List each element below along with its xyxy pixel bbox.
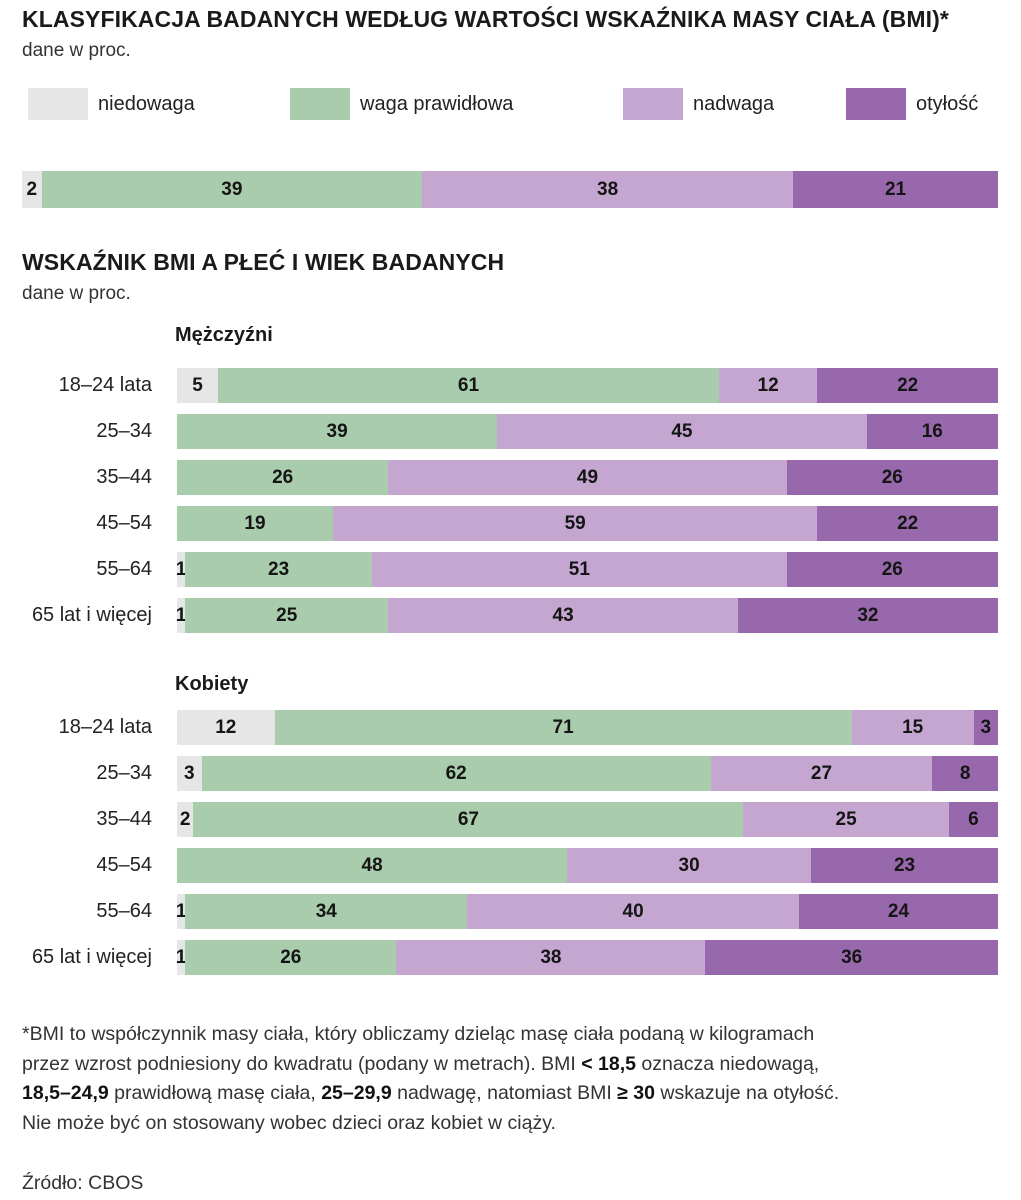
footnote-bold: ≥ 30 xyxy=(617,1082,655,1104)
source: Źródło: CBOS xyxy=(22,1172,144,1194)
bar-segment-nadwaga: 40 xyxy=(467,894,799,929)
legend-label-otylosc: otyłość xyxy=(916,92,979,115)
footnote-text: nadwagę, natomiast BMI xyxy=(391,1082,618,1104)
footnote-text: prawidłową masę ciała, xyxy=(108,1082,322,1104)
legend-swatch-waga-prawidlowa xyxy=(290,88,350,120)
bar-segment-otylosc: 8 xyxy=(932,756,998,791)
footnote-bold: 18,5–24,9 xyxy=(22,1082,109,1104)
footnote-bold: < 18,5 xyxy=(581,1052,637,1075)
bar-segment-waga-prawidlowa: 71 xyxy=(274,710,852,745)
legend-swatch-otylosc xyxy=(846,88,906,120)
bar-segment-nadwaga: 15 xyxy=(851,710,974,745)
row-label: 65 lat i więcej xyxy=(31,604,152,626)
bar-segment-otylosc: 22 xyxy=(817,506,998,541)
bar-segment-otylosc: 36 xyxy=(705,940,998,975)
bar-segment-otylosc: 32 xyxy=(737,598,998,633)
legend-label-niedowaga: niedowaga xyxy=(98,92,195,115)
legend-swatch-nadwaga xyxy=(623,88,683,120)
row-label: 55–64 xyxy=(96,900,152,922)
row-label: 25–34 xyxy=(96,420,152,442)
footnote-text: przez wzrost podniesiony do kwadratu (po… xyxy=(22,1052,582,1075)
legend-item-waga-prawidlowa: waga prawidłowa xyxy=(290,86,513,122)
bar-segment-waga-prawidlowa: 19 xyxy=(177,506,333,541)
row-label: 18–24 lata xyxy=(58,374,152,396)
bar-segment-nadwaga: 30 xyxy=(567,848,812,883)
bar-segment-waga-prawidlowa: 25 xyxy=(185,598,389,633)
section-title: WSKAŹNIK BMI A PŁEĆ I WIEK BADANYCH xyxy=(22,249,505,275)
section-subtitle: dane w proc. xyxy=(22,283,131,304)
bar-segment-otylosc: 3 xyxy=(973,710,998,745)
bar-segment-otylosc: 22 xyxy=(817,368,998,403)
bar-segment-waga-prawidlowa: 39 xyxy=(41,171,423,208)
legend-label-waga-prawidlowa: waga prawidłowa xyxy=(360,92,514,115)
footnote-bold: 25–29,9 xyxy=(321,1082,392,1104)
group-label-men: Mężczyźni xyxy=(175,324,273,346)
footnote-line-1: *BMI to współczynnik masy ciała, który o… xyxy=(22,1023,815,1045)
bar-segment-nadwaga: 51 xyxy=(372,552,787,587)
row-label: 25–34 xyxy=(96,762,152,784)
footnote-text: oznacza niedowagą, xyxy=(636,1052,820,1075)
footnote-line-2: przez wzrost podniesiony do kwadratu (po… xyxy=(22,1050,1007,1080)
bar-segment-waga-prawidlowa: 67 xyxy=(193,802,744,837)
legend-item-otylosc: otyłość xyxy=(846,86,978,122)
bar-segment-niedowaga: 1 xyxy=(176,598,186,633)
group-label-women: Kobiety xyxy=(175,673,249,695)
chart-title: KLASYFIKACJA BADANYCH WEDŁUG WARTOŚCI WS… xyxy=(22,6,949,32)
bar-segment-otylosc: 26 xyxy=(786,460,998,495)
bar-segment-nadwaga: 12 xyxy=(718,368,818,403)
bar-segment-otylosc: 6 xyxy=(948,802,998,837)
row-label: 35–44 xyxy=(96,808,152,830)
bar-segment-nadwaga: 27 xyxy=(710,756,933,791)
bar-segment-niedowaga: 5 xyxy=(177,368,219,403)
bar-segment-nadwaga: 49 xyxy=(388,460,787,495)
footnote-text: wskazuje na otyłość. xyxy=(654,1082,840,1104)
bar-segment-nadwaga: 38 xyxy=(396,940,706,975)
chart-subtitle: dane w proc. xyxy=(22,40,131,61)
bar-segment-otylosc: 26 xyxy=(786,552,998,587)
bar-segment-waga-prawidlowa: 26 xyxy=(185,940,397,975)
legend-item-niedowaga: niedowaga xyxy=(28,86,195,122)
row-label: 45–54 xyxy=(96,854,152,876)
bar-segment-otylosc: 24 xyxy=(798,894,998,929)
bar-segment-waga-prawidlowa: 62 xyxy=(201,756,711,791)
row-label: 45–54 xyxy=(96,512,152,534)
legend-item-nadwaga: nadwaga xyxy=(623,86,774,122)
bar-segment-nadwaga: 25 xyxy=(743,802,949,837)
bar-segment-niedowaga: 2 xyxy=(22,171,42,208)
bar-segment-niedowaga: 1 xyxy=(176,552,186,587)
row-label: 35–44 xyxy=(96,466,152,488)
bar-segment-otylosc: 21 xyxy=(793,171,998,208)
bar-segment-niedowaga: 1 xyxy=(176,894,186,929)
bar-segment-nadwaga: 59 xyxy=(332,506,818,541)
bar-segment-niedowaga: 1 xyxy=(176,940,186,975)
footnote-line-3: 18,5–24,9 prawidłową masę ciała, 25–29,9… xyxy=(22,1079,1007,1109)
bar-segment-waga-prawidlowa: 34 xyxy=(185,894,468,929)
bar-segment-niedowaga: 3 xyxy=(177,756,202,791)
bar-segment-nadwaga: 38 xyxy=(422,171,794,208)
bar-segment-niedowaga: 12 xyxy=(177,710,275,745)
bar-segment-otylosc: 23 xyxy=(811,848,998,883)
bar-segment-otylosc: 16 xyxy=(866,414,998,449)
bar-segment-niedowaga: 2 xyxy=(177,802,194,837)
row-label: 55–64 xyxy=(96,558,152,580)
bar-segment-nadwaga: 45 xyxy=(497,414,867,449)
legend-label-nadwaga: nadwaga xyxy=(693,92,775,115)
legend: niedowaga waga prawidłowa nadwaga otyłoś… xyxy=(0,86,1021,126)
bar-segment-waga-prawidlowa: 48 xyxy=(177,848,568,883)
row-label: 18–24 lata xyxy=(58,716,152,738)
bar-segment-waga-prawidlowa: 26 xyxy=(177,460,389,495)
bar-segment-waga-prawidlowa: 23 xyxy=(185,552,373,587)
footnote-line-4: Nie może być on stosowany wobec dzieci o… xyxy=(22,1111,556,1134)
bar-segment-waga-prawidlowa: 39 xyxy=(177,414,498,449)
row-label: 65 lat i więcej xyxy=(31,946,152,968)
bar-segment-waga-prawidlowa: 61 xyxy=(218,368,719,403)
footnote: *BMI to współczynnik masy ciała, który o… xyxy=(22,1020,1007,1138)
bar-segment-nadwaga: 43 xyxy=(388,598,738,633)
legend-swatch-niedowaga xyxy=(28,88,88,120)
